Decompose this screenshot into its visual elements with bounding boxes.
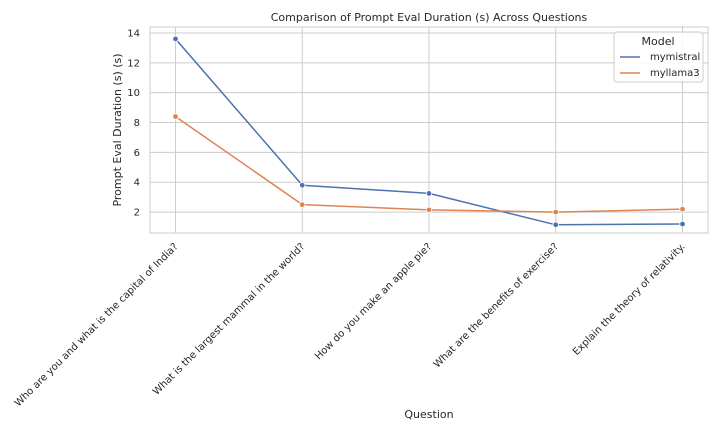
x-tick-label: What is the largest mammal in the world? <box>151 241 307 397</box>
plot-frame <box>149 26 709 234</box>
series-points <box>172 35 686 228</box>
data-point-myllama3 <box>172 113 179 120</box>
x-tick-label: What are the benefits of exercise? <box>432 241 561 370</box>
x-tick-label: Explain the theory of relativity. <box>571 241 688 358</box>
data-point-mymistral <box>552 221 559 228</box>
data-point-myllama3 <box>679 205 686 213</box>
legend-box <box>613 31 704 83</box>
y-axis: 2 4 6 8 10 12 14 <box>127 28 140 218</box>
chart-title: Comparison of Prompt Eval Duration (s) A… <box>271 11 588 24</box>
y-tick-label: 4 <box>134 178 140 189</box>
data-point-myllama3 <box>552 208 559 216</box>
data-point-mymistral <box>425 190 433 197</box>
x-tick-label: Who are you and what is the capital of I… <box>13 241 181 409</box>
y-tick-label: 10 <box>127 88 140 99</box>
y-tick-label: 12 <box>127 58 140 69</box>
y-tick-label: 14 <box>127 28 140 39</box>
x-axis: Who are you and what is the capital of I… <box>13 241 688 409</box>
legend: Model mymistral myllama3 <box>613 31 704 83</box>
legend-label-mymistral: mymistral <box>650 52 700 63</box>
legend-title: Model <box>641 35 674 48</box>
y-axis-title: Prompt Eval Duration (s) (s) <box>111 53 124 206</box>
data-point-mymistral <box>679 220 686 228</box>
y-tick-label: 8 <box>134 118 140 129</box>
y-tick-label: 6 <box>134 148 140 159</box>
legend-label-myllama3: myllama3 <box>650 68 700 79</box>
x-tick-label: How do you make an apple pie? <box>313 241 434 362</box>
x-axis-title: Question <box>404 408 453 421</box>
data-point-myllama3 <box>299 201 306 208</box>
data-point-mymistral <box>299 182 306 189</box>
legend-entries: mymistral myllama3 <box>620 52 700 79</box>
data-point-mymistral <box>172 35 179 43</box>
data-point-myllama3 <box>425 206 433 214</box>
y-tick-label: 2 <box>134 208 140 219</box>
